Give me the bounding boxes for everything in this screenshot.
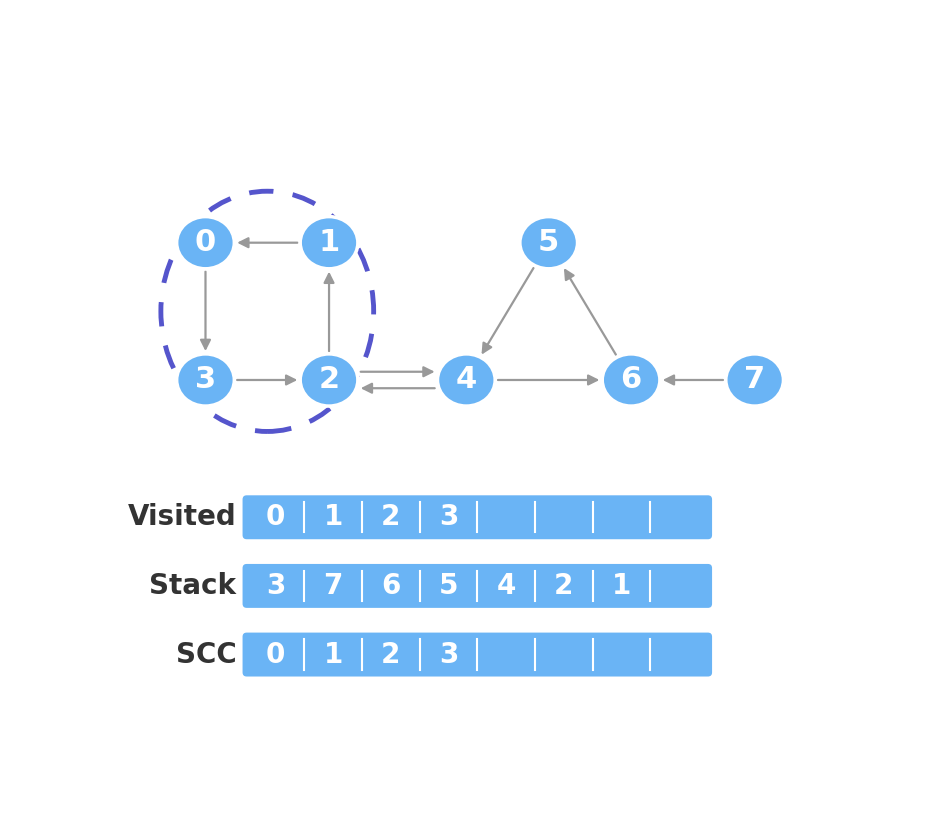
Text: 2: 2 — [318, 365, 339, 394]
Text: 1: 1 — [324, 503, 343, 531]
Ellipse shape — [177, 354, 234, 406]
FancyBboxPatch shape — [243, 564, 712, 608]
Text: 0: 0 — [266, 641, 286, 669]
Text: 4: 4 — [497, 572, 516, 600]
Text: 7: 7 — [744, 365, 765, 394]
Ellipse shape — [300, 354, 358, 406]
Text: 3: 3 — [266, 572, 286, 600]
Text: 1: 1 — [318, 229, 339, 257]
Text: 6: 6 — [381, 572, 401, 600]
Ellipse shape — [300, 217, 358, 269]
Ellipse shape — [177, 217, 234, 269]
Text: 3: 3 — [439, 641, 458, 669]
Text: 2: 2 — [554, 572, 574, 600]
FancyBboxPatch shape — [243, 495, 712, 540]
Text: 1: 1 — [324, 641, 343, 669]
Ellipse shape — [603, 354, 660, 406]
Text: 3: 3 — [439, 503, 458, 531]
Text: 3: 3 — [195, 365, 216, 394]
Text: 2: 2 — [381, 641, 401, 669]
Text: 4: 4 — [456, 365, 477, 394]
Text: SCC: SCC — [176, 641, 236, 669]
Ellipse shape — [725, 354, 783, 406]
Ellipse shape — [520, 217, 578, 269]
Text: 5: 5 — [439, 572, 458, 600]
Text: Visited: Visited — [127, 503, 236, 531]
Text: 0: 0 — [266, 503, 286, 531]
Text: 1: 1 — [612, 572, 631, 600]
Text: 6: 6 — [620, 365, 642, 394]
Text: Stack: Stack — [150, 572, 236, 600]
Ellipse shape — [437, 354, 495, 406]
Text: 0: 0 — [195, 229, 216, 257]
Text: 5: 5 — [538, 229, 559, 257]
FancyBboxPatch shape — [243, 633, 712, 676]
Text: 7: 7 — [324, 572, 343, 600]
Text: 2: 2 — [381, 503, 401, 531]
